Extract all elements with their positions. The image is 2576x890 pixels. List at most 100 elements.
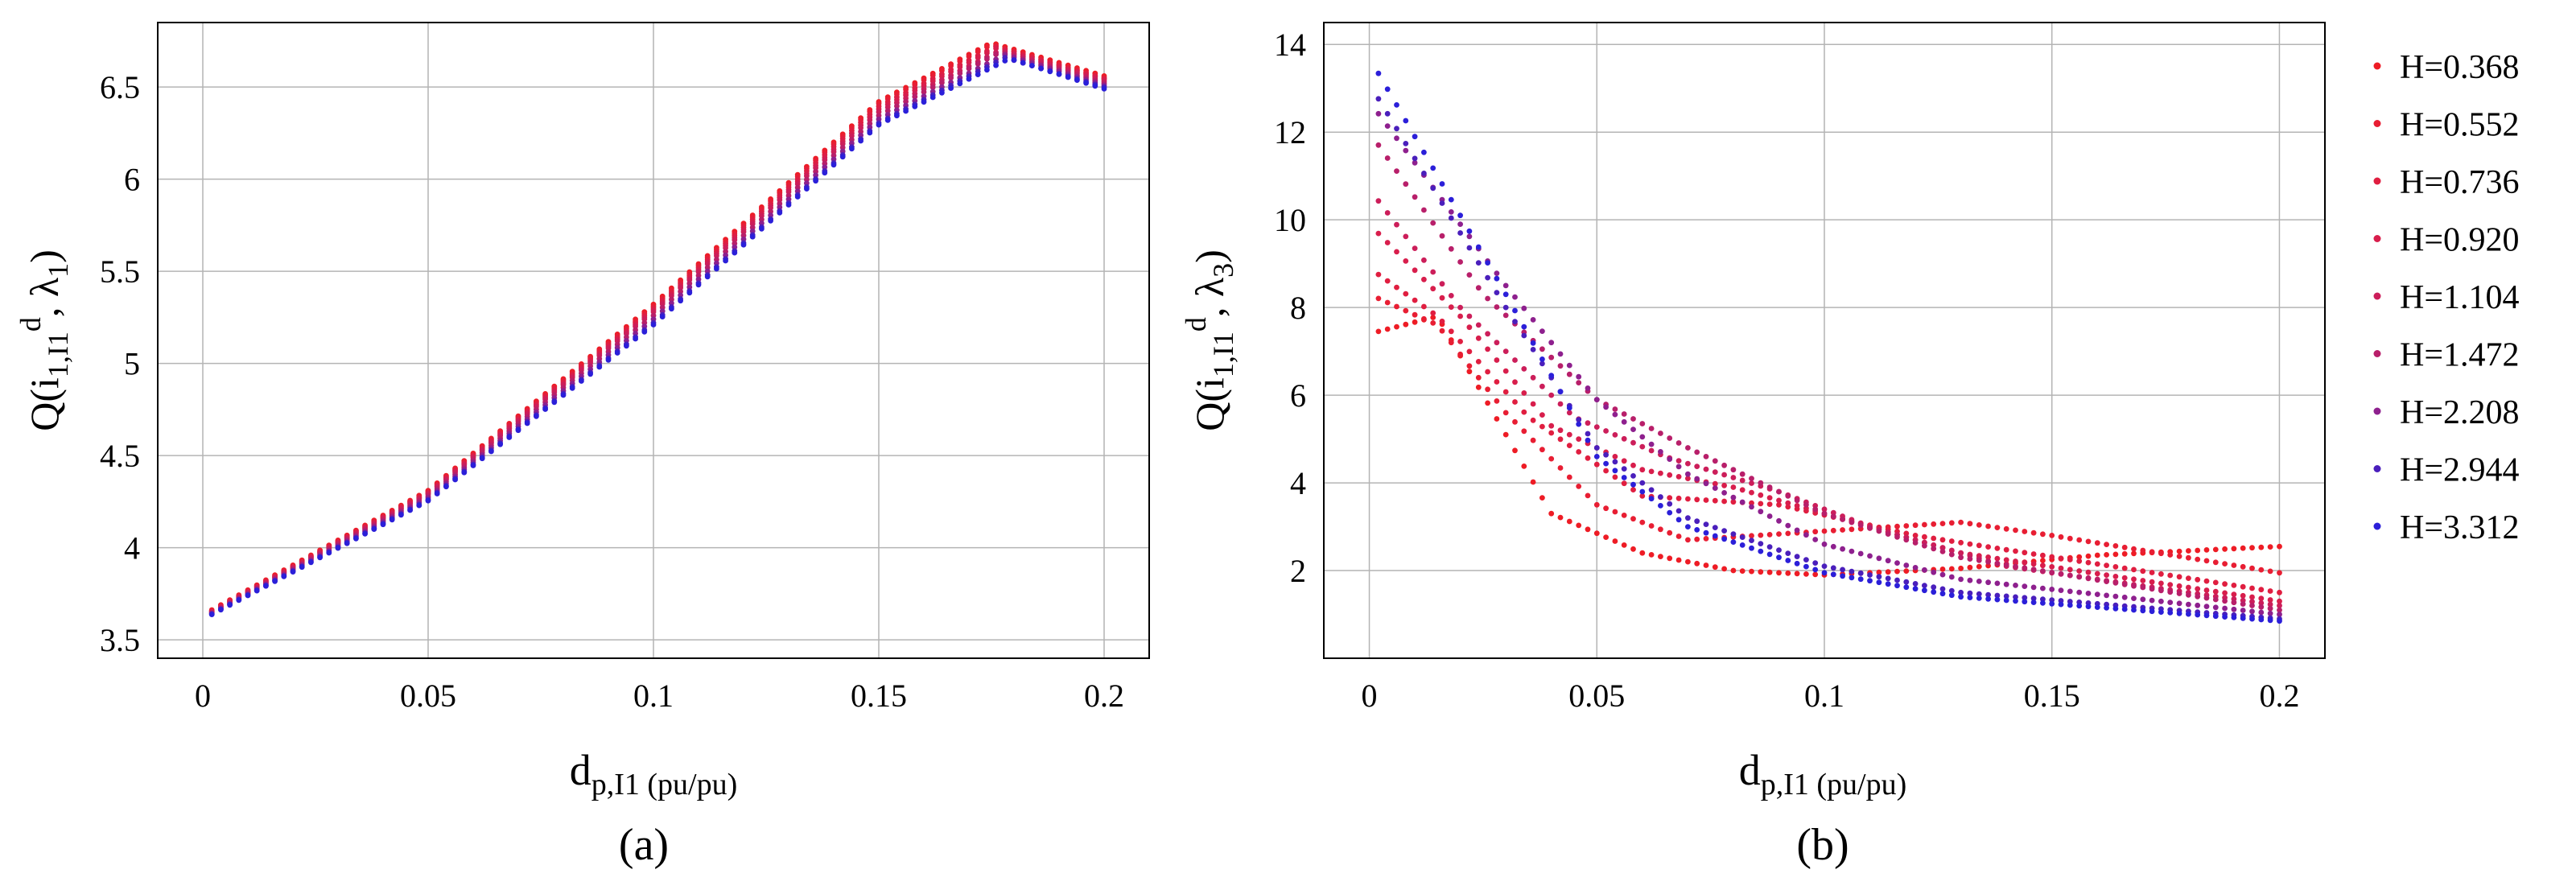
data-point [1092,83,1098,89]
data-point [1694,449,1700,455]
data-point [714,266,719,272]
data-point [1639,434,1646,440]
data-point [2121,550,2128,557]
data-point [2231,615,2237,620]
data-point [2131,546,2137,552]
data-point [2249,545,2255,551]
data-point [1530,417,1536,423]
data-point [1502,348,1509,354]
data-point [2176,583,2182,589]
panel-b-xtick-label: 0 [1362,678,1378,714]
data-point [2121,575,2128,581]
data-point [2013,594,2018,600]
data-point [1849,568,1855,575]
data-point [2104,592,2110,599]
data-point [1485,346,1490,352]
data-point [1685,471,1691,477]
data-point [1739,568,1745,574]
data-point [740,241,747,248]
panel-b-xtick-label: 0.05 [1568,678,1625,714]
data-point [1994,555,2001,562]
data-point [1994,580,2001,587]
data-point [2176,548,2182,554]
data-point [218,607,224,613]
data-point [1512,379,1518,385]
data-point [1867,525,1873,531]
data-point [1593,445,1600,451]
data-point [2076,554,2083,560]
data-point [2003,593,2009,600]
data-point [1475,384,1482,390]
data-point [1485,295,1490,302]
data-point [2277,589,2282,595]
data-point [1721,566,1728,572]
data-point [975,55,981,61]
data-point [2203,547,2210,553]
data-point [1576,484,1582,489]
data-point [1794,571,1800,577]
data-point [452,476,458,483]
data-point [1922,583,1927,588]
data-point [1439,281,1445,287]
data-point [912,93,918,100]
data-point [1475,359,1482,365]
data-point [1439,233,1445,239]
data-point [2030,561,2037,567]
data-point [1712,458,1718,464]
data-point [1074,77,1080,83]
data-point [1958,519,1964,525]
data-point [2112,605,2119,612]
data-point [1630,426,1636,432]
data-point [1612,509,1618,515]
data-point [2112,543,2119,549]
data-point [1421,149,1427,155]
data-point [1621,435,1627,442]
data-point [1020,60,1026,66]
data-point [1403,141,1409,146]
data-point [2085,538,2092,545]
data-point [1439,318,1445,324]
legend-item: H=0.368 [2373,49,2520,86]
data-point [1785,550,1791,556]
data-point [1648,523,1655,529]
legend-label: H=2.208 [2400,394,2520,431]
panel-a-caption: (a) [619,820,669,870]
data-point [2277,618,2282,624]
panel-a-series-3312 [208,57,1107,617]
data-point [1749,476,1754,481]
data-point [1593,397,1600,402]
data-point [2030,529,2037,536]
data-point [1885,558,1891,564]
data-point [2267,544,2273,550]
data-point [1721,490,1728,496]
data-point [1803,557,1809,562]
data-point [1939,586,1946,592]
legend-marker [2373,350,2381,357]
panel-b-ytick-label: 12 [1274,114,1306,150]
data-point [1931,584,1937,591]
data-point [1685,445,1691,451]
data-point [1958,554,1964,561]
data-point [641,328,648,335]
data-point [1530,479,1536,485]
data-point [993,52,999,57]
data-point [1466,228,1473,234]
data-point [1539,361,1545,367]
data-point [1612,474,1618,480]
data-point [2267,601,2273,608]
data-point [2167,572,2174,579]
data-point [2149,579,2155,585]
data-point [2195,547,2201,554]
data-point [1521,428,1527,435]
data-point [2186,548,2191,554]
data-point [1694,527,1700,533]
data-point [1658,449,1663,455]
data-point [1749,568,1754,575]
data-point [1502,312,1509,319]
data-point [2030,595,2037,602]
data-point [2058,587,2064,593]
data-point [2030,567,2037,572]
data-point [1776,517,1782,524]
data-point [2258,567,2265,573]
data-point [1593,454,1600,459]
